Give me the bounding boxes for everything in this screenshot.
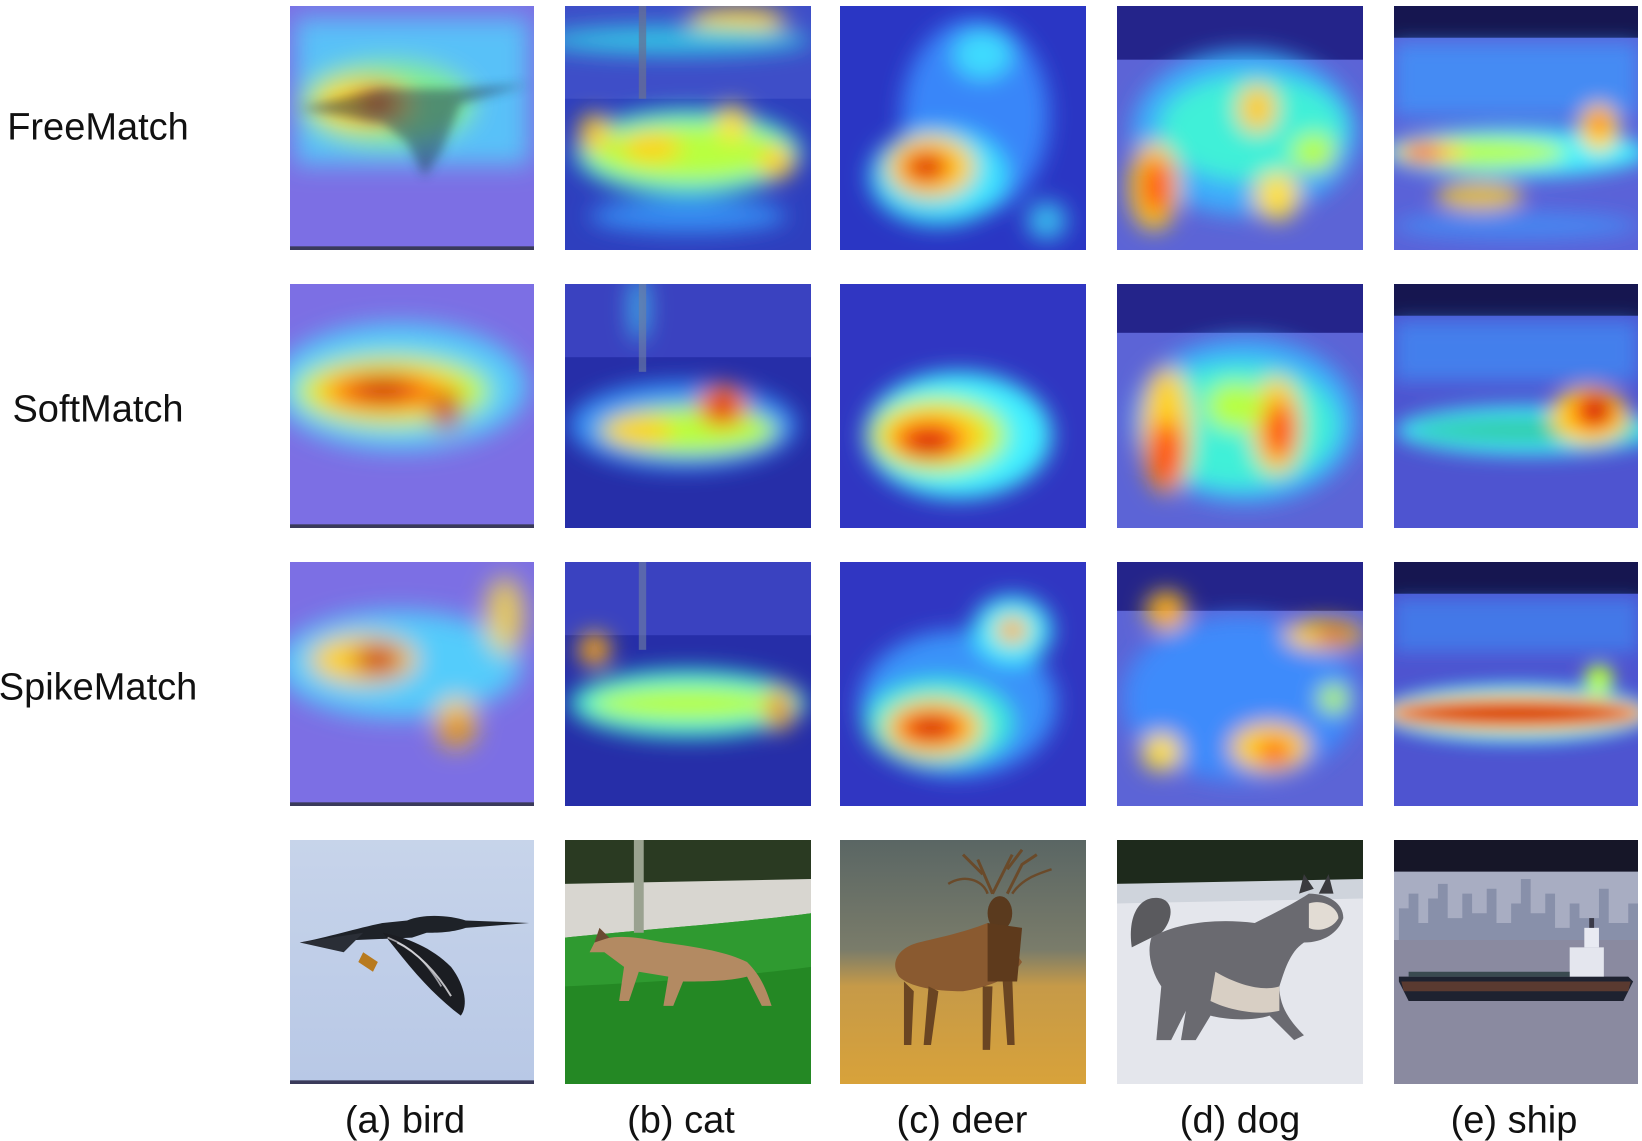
heatmap-freematch-ship <box>1394 6 1638 250</box>
heatmap-freematch-bird <box>290 6 534 250</box>
column-label-bird: (a) bird <box>344 1099 466 1141</box>
heatmap-spikematch-ship <box>1394 562 1638 806</box>
heatmap-softmatch-dog <box>1117 284 1363 528</box>
row-label-freematch: FreeMatch <box>7 106 189 149</box>
photo-cat <box>565 840 811 1084</box>
heatmap-softmatch-deer <box>840 284 1086 528</box>
photo-bird <box>290 840 534 1084</box>
heatmap-freematch-deer <box>840 6 1086 250</box>
heatmap-spikematch-dog <box>1117 562 1363 806</box>
photo-dog <box>1117 840 1363 1084</box>
column-label-dog: (d) dog <box>1179 1099 1301 1141</box>
heatmap-softmatch-ship <box>1394 284 1638 528</box>
heatmap-softmatch-bird <box>290 284 534 528</box>
row-label-softmatch: SoftMatch <box>12 388 184 431</box>
heatmap-spikematch-deer <box>840 562 1086 806</box>
column-label-ship: (e) ship <box>1450 1099 1578 1141</box>
heatmap-freematch-cat <box>565 6 811 250</box>
heatmap-spikematch-bird <box>290 562 534 806</box>
heatmap-softmatch-cat <box>565 284 811 528</box>
column-label-deer: (c) deer <box>896 1099 1028 1141</box>
column-label-cat: (b) cat <box>627 1099 735 1141</box>
row-label-spikematch: SpikeMatch <box>0 666 198 709</box>
heatmap-spikematch-cat <box>565 562 811 806</box>
photo-deer <box>840 840 1086 1084</box>
photo-ship <box>1394 840 1638 1084</box>
heatmap-freematch-dog <box>1117 6 1363 250</box>
